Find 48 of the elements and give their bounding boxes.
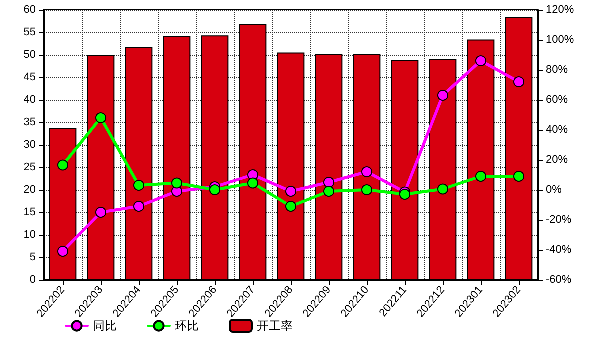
y-tick-label: 35 [24,116,36,128]
point [514,76,524,88]
point [514,171,524,182]
point [476,171,486,182]
y2-tick-label: -60% [546,274,572,286]
y2-tick-label: 120% [546,4,574,16]
y-tick-label: 5 [30,252,36,264]
point [58,160,68,171]
legend-label: 同比 [93,319,117,333]
point [324,177,334,188]
point [248,178,258,189]
point [96,112,106,124]
y-tick-label: 30 [24,139,36,151]
point [286,186,296,197]
y-tick-label: 0 [30,274,36,286]
y-tick-label: 45 [24,72,36,84]
point [438,184,448,195]
point [286,201,296,212]
point [210,184,220,196]
y-tick-label: 50 [24,49,36,61]
y-tick-label: 55 [24,26,36,38]
point [58,246,68,257]
y2-tick-label: -20% [546,214,572,226]
point [362,166,372,178]
y2-tick-label: 80% [546,64,568,76]
point [96,207,106,218]
y2-tick-label: 40% [546,124,568,136]
point [324,186,334,197]
y-tick-label: 25 [24,162,36,174]
y2-tick-label: 60% [546,94,568,106]
y2-tick-label: 0% [546,184,562,196]
y-tick-label: 10 [24,229,36,241]
y-tick-label: 40 [24,94,36,106]
y2-tick-label: 100% [546,34,574,46]
point [476,56,486,66]
point [362,184,372,196]
legend-label: 开工率 [257,319,293,333]
y-tick-label: 60 [24,4,36,16]
point [438,90,448,101]
point [134,180,144,191]
y-tick-label: 15 [24,206,36,218]
point [134,201,144,212]
legend-label: 环比 [175,319,199,333]
point [400,189,410,200]
y-tick-label: 20 [24,184,36,196]
y2-tick-label: -40% [546,244,572,256]
y2-tick-label: 20% [546,154,568,166]
point [172,178,182,189]
